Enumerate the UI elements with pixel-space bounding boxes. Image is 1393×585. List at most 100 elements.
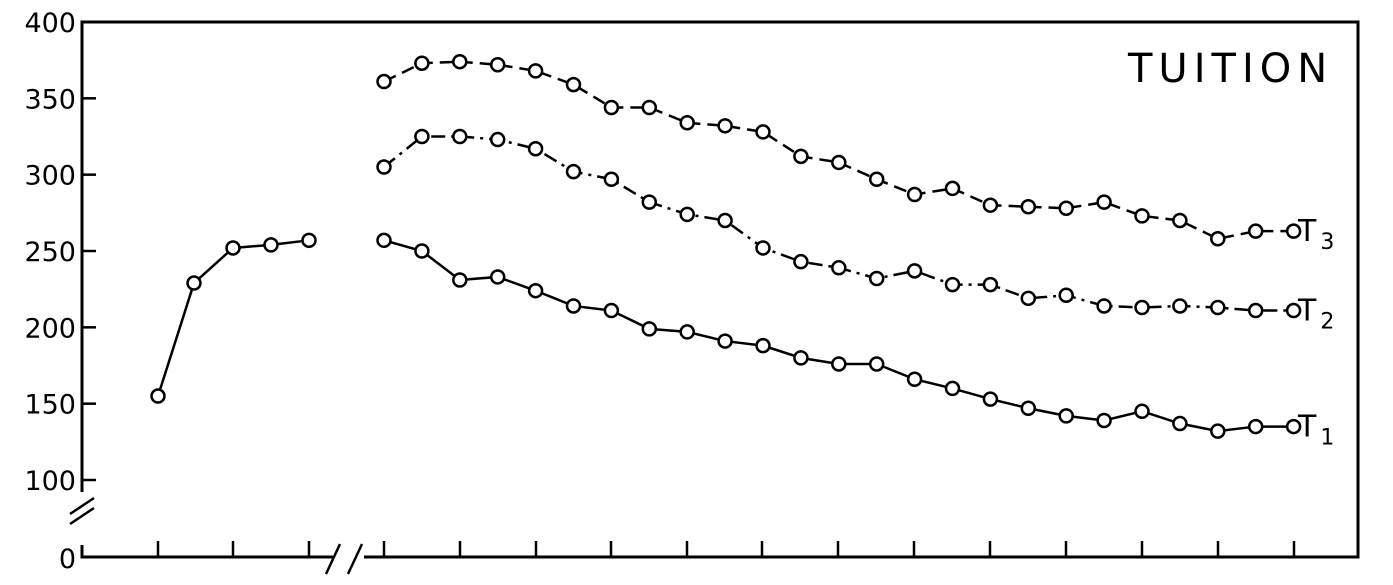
y-tick-label: 150 — [24, 390, 76, 421]
series-point-t3 — [1210, 231, 1226, 247]
series-point-t1 — [452, 272, 468, 288]
series-point-t2 — [1134, 299, 1150, 316]
series-point-t1 — [944, 380, 961, 397]
pre-break-point — [301, 232, 317, 249]
y-tick-label: 0 — [59, 544, 76, 575]
series-point-t3 — [793, 148, 809, 165]
y-tick-label: 300 — [24, 161, 76, 192]
series-point-t2 — [452, 128, 468, 145]
series-point-t2 — [1058, 287, 1074, 304]
series-point-t2 — [679, 206, 695, 223]
series-label-main: T — [1297, 214, 1317, 249]
y-tick-label: 100 — [24, 466, 76, 497]
series-point-t3 — [414, 55, 430, 71]
series-point-t3 — [1058, 200, 1074, 217]
pre-break-point — [263, 237, 279, 253]
series-point-t3 — [1020, 198, 1037, 215]
series-label-subscript: 2 — [1320, 310, 1334, 335]
series-point-t2 — [1285, 302, 1302, 319]
x-axis-left-segment — [80, 545, 333, 559]
series-point-t2 — [414, 128, 430, 145]
series-point-t2 — [793, 253, 809, 270]
series-point-t3 — [1285, 223, 1302, 239]
series-point-t1 — [1172, 415, 1188, 432]
series-point-t3 — [679, 115, 695, 131]
series-point-t2 — [1210, 299, 1226, 316]
series-point-t1 — [982, 391, 999, 407]
series-point-t1 — [527, 282, 544, 299]
pre-break-line — [156, 239, 310, 397]
series-label-main: T — [1297, 294, 1317, 329]
series-point-t1 — [641, 321, 658, 337]
series-label-main: T — [1297, 410, 1317, 445]
series-point-t3 — [982, 197, 999, 213]
series-point-t1 — [565, 298, 582, 314]
series-point-t1 — [755, 337, 771, 354]
series-point-t3 — [527, 63, 544, 79]
series-point-t3 — [1247, 223, 1264, 239]
series-point-t1 — [1134, 403, 1150, 420]
y-axis-break-mark — [69, 506, 95, 526]
series-point-t2 — [755, 240, 771, 256]
series-point-t2 — [565, 163, 582, 180]
x-axis-break-mark — [324, 543, 342, 575]
x-axis-break-mark — [346, 543, 364, 575]
series-label-subscript: 1 — [1320, 426, 1334, 451]
y-tick-label: 200 — [24, 313, 76, 344]
series-point-t2 — [376, 159, 392, 175]
y-axis-break-mark — [69, 496, 95, 516]
chart-title: TUITION — [1127, 46, 1333, 92]
series-point-t3 — [755, 124, 771, 140]
series-point-t1 — [376, 232, 392, 249]
pre-break-point — [186, 275, 202, 291]
series-point-t2 — [831, 260, 847, 276]
series-point-t3 — [376, 73, 392, 90]
series-point-t1 — [793, 350, 809, 366]
series-point-t2 — [868, 270, 885, 287]
series-point-t3 — [906, 186, 923, 203]
series-point-t1 — [868, 356, 885, 372]
series-point-t1 — [1058, 408, 1074, 424]
series-point-t1 — [1285, 418, 1302, 435]
series-point-t3 — [603, 99, 620, 116]
axes: 400 350 300 250 200 150 100 0 — [24, 8, 1360, 575]
series-point-t3 — [565, 76, 582, 93]
series-point-t2 — [1172, 298, 1188, 314]
series-point-t1 — [489, 269, 506, 285]
series-point-t2 — [1096, 298, 1112, 314]
series-point-t1 — [906, 371, 923, 387]
series-point-t2 — [1020, 290, 1037, 307]
series-point-t1 — [831, 356, 847, 372]
series-point-t3 — [452, 53, 468, 70]
series-point-t3 — [489, 56, 506, 73]
series-point-t3 — [1096, 194, 1112, 210]
series-point-t1 — [603, 302, 620, 319]
series-label-subscript: 3 — [1320, 230, 1334, 255]
y-tick-label: 350 — [24, 84, 76, 115]
series-point-t2 — [944, 276, 961, 293]
y-tick-label: 400 — [24, 8, 76, 39]
series-point-t2 — [1247, 302, 1264, 319]
series-point-t3 — [1134, 208, 1150, 224]
series-point-t1 — [1247, 418, 1264, 435]
series-point-t2 — [641, 194, 658, 210]
series-point-t1 — [679, 324, 695, 340]
plot-frame — [80, 20, 1360, 559]
series-point-t1 — [1210, 423, 1226, 439]
series-point-t3 — [831, 154, 847, 171]
series-point-t1 — [1096, 412, 1112, 429]
series-point-t1 — [1020, 400, 1037, 416]
series-point-t3 — [641, 99, 658, 116]
series-point-t3 — [944, 180, 961, 197]
series-point-t1 — [414, 243, 430, 259]
series-point-t2 — [717, 212, 733, 229]
series-point-t2 — [527, 140, 544, 157]
series-point-t3 — [717, 118, 733, 134]
pre-break-point — [225, 240, 241, 256]
